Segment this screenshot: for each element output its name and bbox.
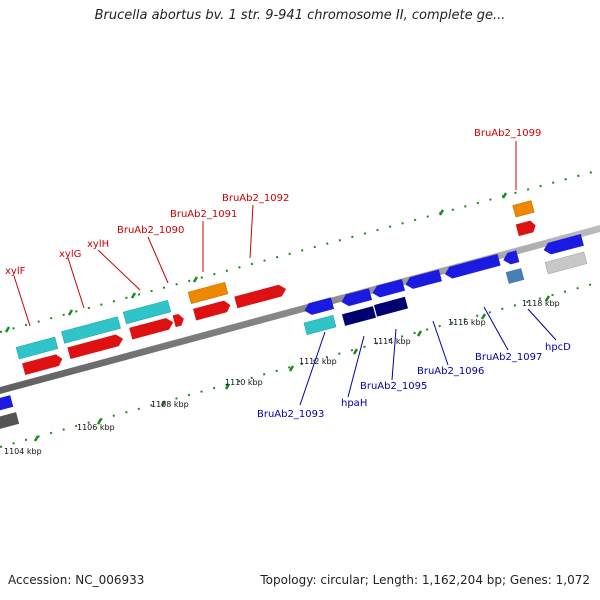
ruler-label: 1110 kbp bbox=[225, 378, 263, 387]
ruler-label: 1108 kbp bbox=[151, 400, 189, 409]
gene-xylH[interactable] bbox=[129, 317, 175, 340]
gene-BruAb2-1096[interactable] bbox=[404, 269, 442, 291]
gene-hpaH-navy[interactable] bbox=[341, 306, 377, 326]
gene-BruAb2-1099[interactable] bbox=[515, 220, 537, 237]
label-xylF[interactable]: xylF bbox=[5, 266, 26, 277]
gene-BruAb2-1095-navy[interactable] bbox=[373, 296, 408, 317]
label-BruAb2-1096[interactable]: BruAb2_1096 bbox=[417, 366, 484, 377]
gene-BruAb2-1093[interactable] bbox=[303, 297, 335, 316]
reverse-labels: BruAb2_1093 hpaH BruAb2_1095 BruAb2_1096… bbox=[257, 342, 571, 420]
forward-strand-genes bbox=[15, 200, 537, 375]
gene-BruAb2-1097[interactable] bbox=[443, 253, 501, 280]
gene-xylG-cyan[interactable] bbox=[61, 316, 121, 344]
genome-summary: Topology: circular; Length: 1,162,204 bp… bbox=[260, 573, 590, 587]
gene-BruAb2-1093-cyan[interactable] bbox=[303, 315, 337, 335]
gene-BruAb2-1095[interactable] bbox=[371, 279, 406, 299]
label-BruAb2-1093[interactable]: BruAb2_1093 bbox=[257, 409, 324, 420]
label-xylG[interactable]: xylG bbox=[59, 249, 81, 260]
gene-BruAb2-1092[interactable] bbox=[234, 283, 287, 309]
gene-BruAb2-1091-orange[interactable] bbox=[187, 281, 229, 305]
label-hpaH[interactable]: hpaH bbox=[341, 398, 367, 409]
gene-xylG[interactable] bbox=[67, 333, 124, 360]
gene-BruAb2-1099-orange[interactable] bbox=[512, 200, 535, 218]
gene-hpcD[interactable] bbox=[502, 250, 520, 265]
gene-edge-grey[interactable] bbox=[544, 251, 588, 275]
ruler-label: 1104 kbp bbox=[4, 447, 42, 456]
gene-left-edge-blue[interactable] bbox=[0, 395, 14, 413]
label-BruAb2-1099[interactable]: BruAb2_1099 bbox=[474, 128, 541, 139]
label-xylH[interactable]: xylH bbox=[87, 239, 109, 250]
forward-labels: xylF xylG xylH BruAb2_1090 BruAb2_1091 B… bbox=[5, 128, 541, 277]
accession-text: Accession: NC_006933 bbox=[8, 573, 145, 587]
label-BruAb2-1091[interactable]: BruAb2_1091 bbox=[170, 209, 237, 220]
label-BruAb2-1095[interactable]: BruAb2_1095 bbox=[360, 381, 427, 392]
forward-label-leaders bbox=[13, 141, 517, 327]
rail-ticks bbox=[4, 192, 551, 442]
map-title: Brucella abortus bv. 1 str. 9-941 chromo… bbox=[94, 8, 506, 23]
ruler-label: 1106 kbp bbox=[77, 423, 115, 432]
gene-xylF[interactable] bbox=[22, 353, 64, 375]
reverse-strand-genes bbox=[0, 234, 588, 432]
ruler-label: 1112 kbp bbox=[299, 357, 337, 366]
ruler-labels: 1104 kbp 1106 kbp 1108 kbp 1110 kbp 1112… bbox=[4, 299, 560, 456]
ruler-label: 1114 kbp bbox=[373, 337, 411, 346]
reverse-label-leaders bbox=[299, 306, 557, 406]
gene-left-edge-grey[interactable] bbox=[0, 412, 20, 432]
gene-BruAb2-1091[interactable] bbox=[193, 299, 232, 321]
gene-edge-blue[interactable] bbox=[542, 234, 584, 256]
ruler-label: 1116 kbp bbox=[448, 318, 486, 327]
gene-xylH-cyan[interactable] bbox=[122, 299, 172, 325]
label-BruAb2-1092[interactable]: BruAb2_1092 bbox=[222, 193, 289, 204]
label-BruAb2-1097[interactable]: BruAb2_1097 bbox=[475, 352, 542, 363]
gene-hpaH[interactable] bbox=[340, 288, 373, 307]
label-hpcD[interactable]: hpcD bbox=[545, 342, 571, 353]
gene-xylF-cyan[interactable] bbox=[15, 336, 59, 360]
gene-BruAb2-1090[interactable] bbox=[172, 313, 186, 328]
ruler-label: 1118 kbp bbox=[522, 299, 560, 308]
chromosome-backbone bbox=[0, 225, 600, 394]
label-BruAb2-1090[interactable]: BruAb2_1090 bbox=[117, 225, 184, 236]
gene-hpcD-steel[interactable] bbox=[505, 268, 525, 284]
